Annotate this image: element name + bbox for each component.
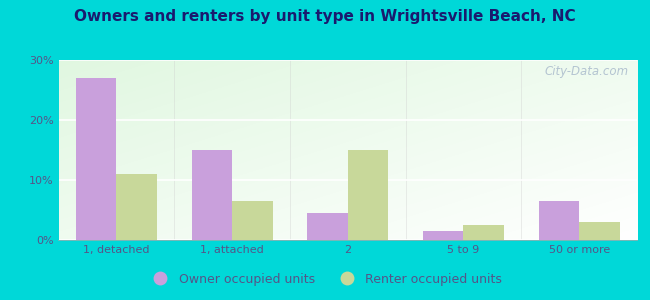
Bar [192, 150, 232, 240]
Text: Owners and renters by unit type in Wrightsville Beach, NC: Owners and renters by unit type in Wrigh… [74, 9, 576, 24]
Bar [116, 174, 157, 240]
Bar [539, 201, 579, 240]
Bar [232, 201, 272, 240]
Legend: Owner occupied units, Renter occupied units: Owner occupied units, Renter occupied un… [143, 268, 507, 291]
Bar [463, 225, 504, 240]
Bar [423, 231, 463, 240]
Bar [76, 78, 116, 240]
Bar [579, 222, 619, 240]
Text: City-Data.com: City-Data.com [544, 65, 629, 78]
Bar [348, 150, 388, 240]
Bar [307, 213, 348, 240]
